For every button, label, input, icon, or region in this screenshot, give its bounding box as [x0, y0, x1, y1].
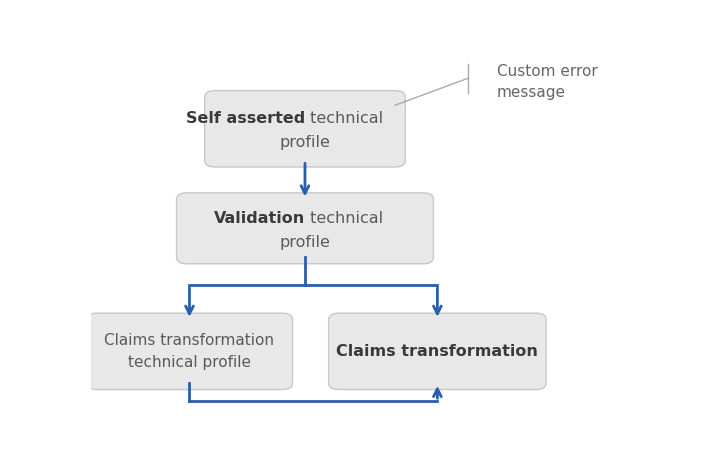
- Text: Custom error
message: Custom error message: [497, 64, 598, 100]
- Text: profile: profile: [280, 235, 330, 250]
- Text: Claims transformation: Claims transformation: [337, 344, 538, 359]
- Text: Validation: Validation: [214, 211, 305, 226]
- Text: technical: technical: [305, 111, 383, 126]
- Text: Self asserted: Self asserted: [185, 111, 305, 126]
- FancyBboxPatch shape: [205, 91, 405, 167]
- FancyBboxPatch shape: [177, 193, 433, 264]
- Text: technical: technical: [305, 211, 383, 226]
- FancyBboxPatch shape: [87, 313, 292, 390]
- FancyBboxPatch shape: [329, 313, 546, 390]
- Text: Claims transformation
technical profile: Claims transformation technical profile: [105, 333, 275, 370]
- Text: profile: profile: [280, 135, 330, 150]
